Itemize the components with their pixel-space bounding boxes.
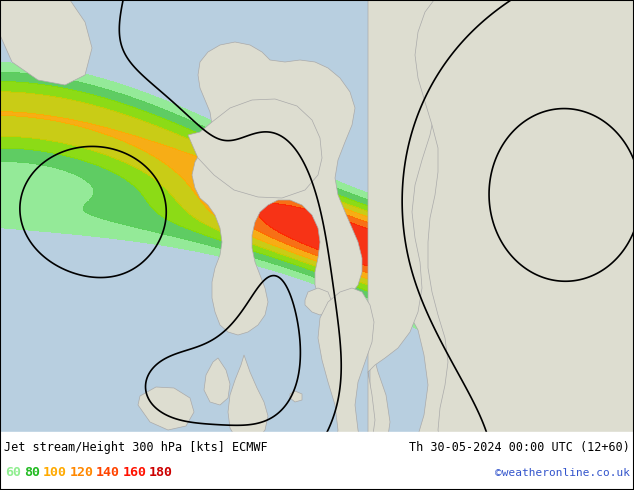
- Text: 80: 80: [24, 466, 40, 480]
- Polygon shape: [290, 391, 302, 402]
- Polygon shape: [188, 99, 322, 198]
- Bar: [0, 432, 634, 490]
- Polygon shape: [204, 358, 230, 405]
- Polygon shape: [0, 0, 92, 85]
- Polygon shape: [370, 0, 490, 490]
- Text: 140: 140: [96, 466, 120, 480]
- Text: ©weatheronline.co.uk: ©weatheronline.co.uk: [495, 468, 630, 478]
- Polygon shape: [305, 288, 332, 315]
- Text: Th 30-05-2024 00:00 UTC (12+60): Th 30-05-2024 00:00 UTC (12+60): [409, 441, 630, 454]
- Text: 180: 180: [149, 466, 173, 480]
- Text: 60: 60: [5, 466, 21, 480]
- Polygon shape: [138, 387, 194, 430]
- Polygon shape: [228, 355, 268, 443]
- Text: 120: 120: [70, 466, 93, 480]
- Polygon shape: [365, 0, 435, 490]
- Polygon shape: [318, 288, 374, 490]
- Text: 160: 160: [122, 466, 146, 480]
- Text: 100: 100: [43, 466, 67, 480]
- Polygon shape: [192, 42, 362, 335]
- Polygon shape: [0, 435, 634, 490]
- Text: Jet stream/Height 300 hPa [kts] ECMWF: Jet stream/Height 300 hPa [kts] ECMWF: [4, 441, 268, 454]
- Polygon shape: [415, 0, 634, 490]
